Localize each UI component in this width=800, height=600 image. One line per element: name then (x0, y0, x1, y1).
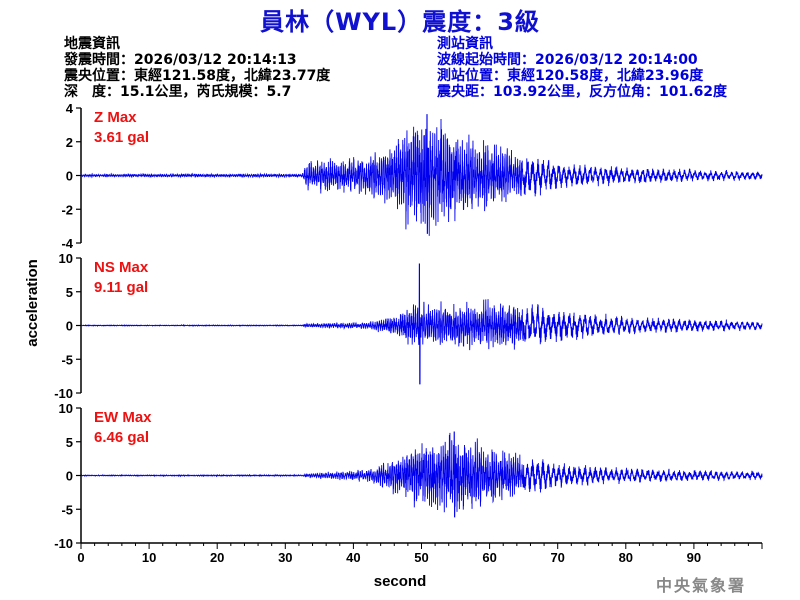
max-label-ns: NS Max (94, 259, 149, 276)
max-label-ew: EW Max (94, 409, 152, 426)
y-tick-label-z: 0 (66, 169, 73, 184)
earthquake-info-heading: 地震資訊 (64, 36, 120, 52)
y-tick-label-z: -2 (61, 202, 73, 217)
earthquake-info: 地震資訊 發震時間：2026/03/12 20:14:13 震央位置：東經121… (64, 36, 330, 100)
y-tick-label-z: -4 (61, 236, 73, 251)
page-title: 員林（WYL）震度：3級 (260, 8, 540, 36)
epicenter-location: 震央位置：東經121.58度，北緯23.77度 (64, 68, 331, 84)
waveform-ew (80, 431, 763, 518)
y-tick-label-ew: -10 (54, 536, 73, 551)
y-tick-label-ew: 5 (66, 435, 73, 450)
y-tick-label-ns: -10 (54, 386, 73, 401)
max-value-z: 3.61 gal (94, 129, 149, 146)
y-tick-label-ew: 0 (66, 469, 73, 484)
panel-z: 4 2 0 -2 -4 Z Max 3.61 gal (61, 101, 763, 251)
y-tick-label-ew: -5 (61, 502, 73, 517)
x-axis-label: second (374, 573, 427, 590)
max-value-ns: 9.11 gal (94, 279, 148, 296)
x-tick-label: 90 (687, 550, 701, 565)
x-tick-label: 40 (346, 550, 360, 565)
y-axis-label: acceleration (24, 259, 41, 347)
station-info-heading: 測站資訊 (437, 36, 493, 52)
y-tick-label-ns: 10 (59, 251, 73, 266)
station-info: 測站資訊 波線起始時間：2026/03/12 20:14:00 測站位置：東經1… (437, 36, 727, 100)
y-tick-label-ns: 5 (66, 285, 73, 300)
x-tick-label: 80 (619, 550, 633, 565)
x-tick-label: 50 (414, 550, 428, 565)
y-tick-label-ns: -5 (61, 352, 73, 367)
x-tick-label: 30 (278, 550, 292, 565)
waveform-start-time: 波線起始時間：2026/03/12 20:14:00 (437, 52, 698, 68)
y-tick-label-z: 4 (66, 101, 74, 116)
waveform-ns (80, 263, 763, 385)
waveform-z (80, 114, 763, 236)
x-tick-label: 20 (210, 550, 224, 565)
station-location: 測站位置：東經120.58度，北緯23.96度 (437, 68, 704, 84)
distance-azimuth: 震央距：103.92公里，反方位角：101.62度 (437, 84, 728, 100)
agency-watermark: 中央氣象署 (655, 576, 746, 595)
panel-ew: 10 5 0 -5 -10 EW Max 6.46 gal (54, 401, 763, 551)
max-label-z: Z Max (94, 109, 137, 126)
x-tick-label: 0 (77, 550, 84, 565)
y-tick-label-ns: 0 (66, 319, 73, 334)
x-tick-label: 60 (482, 550, 496, 565)
panel-ns: 10 5 0 -5 -10 NS Max 9.11 gal (54, 251, 763, 401)
depth-magnitude: 深 度：15.1公里，芮氏規模：5.7 (64, 84, 292, 100)
x-tick-label: 70 (550, 550, 564, 565)
x-tick-label: 10 (142, 550, 156, 565)
origin-time: 發震時間：2026/03/12 20:14:13 (64, 52, 297, 68)
y-tick-label-ew: 10 (59, 401, 73, 416)
max-value-ew: 6.46 gal (94, 429, 149, 446)
y-tick-label-z: 2 (66, 135, 73, 150)
